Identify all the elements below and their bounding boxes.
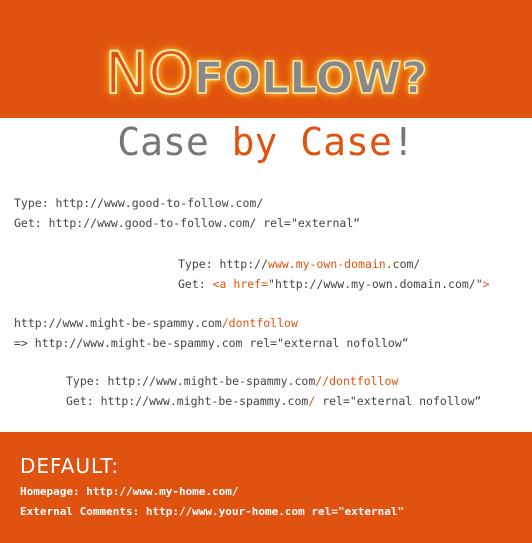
case4-get: Get: http://www.might-be-spammy.com/ rel… [66, 394, 482, 408]
case4-type-url: Type: http://www.might-be-spammy.com [66, 374, 316, 388]
case2-get: Get: <a href="http://www.my-own.domain.c… [178, 277, 490, 291]
case2-get-prefix: Get: [178, 277, 213, 291]
case2-type-domain: www.my-own-domain [268, 257, 386, 271]
headline-no: NO [104, 39, 195, 107]
top-banner [0, 0, 532, 118]
case2-type-prefix: Type: http:// [178, 257, 269, 271]
headline: NOFOLLOW? [0, 43, 532, 104]
case4-type-path: //dontfollow [315, 374, 399, 388]
subtitle-by-case: by Case [231, 120, 392, 164]
default-comments: External Comments: http://www.your-home.… [20, 505, 405, 518]
case1-get: Get: http://www.good-to-follow.com/ rel=… [14, 216, 361, 230]
case3-line1-path: /dontfollow [221, 316, 298, 330]
case4-get-rel: rel="external nofollow“ [315, 394, 482, 408]
subtitle-case: Case [117, 120, 232, 164]
case3-line1: http://www.might-be-spammy.com/dontfollo… [14, 316, 298, 330]
case1-type: Type: http://www.good-to-follow.com/ [14, 196, 264, 210]
case3-line2: => http://www.might-be-spammy.com rel="e… [14, 336, 409, 350]
subtitle-exclamation: ! [391, 120, 415, 164]
case3-line1-url: http://www.might-be-spammy.com [14, 316, 222, 330]
case4-get-url: Get: http://www.might-be-spammy.com [66, 394, 309, 408]
case2-get-close: > [482, 277, 490, 291]
subtitle: Case by Case! [0, 120, 532, 164]
default-homepage: Homepage: http://www.my-home.com/ [20, 485, 239, 498]
case4-type: Type: http://www.might-be-spammy.com//do… [66, 374, 399, 388]
case2-get-anchor: <a href= [212, 277, 269, 291]
default-title: DEFAULT: [20, 454, 120, 478]
case2-type-suffix: .com/ [385, 257, 421, 271]
bottom-banner [0, 432, 532, 543]
case2-type: Type: http://www.my-own-domain.com/ [178, 257, 421, 271]
headline-follow: FOLLOW? [193, 53, 428, 104]
case2-get-url: "http://www.my-own.domain.com/" [268, 277, 483, 291]
case4-get-slash: / [308, 394, 316, 408]
